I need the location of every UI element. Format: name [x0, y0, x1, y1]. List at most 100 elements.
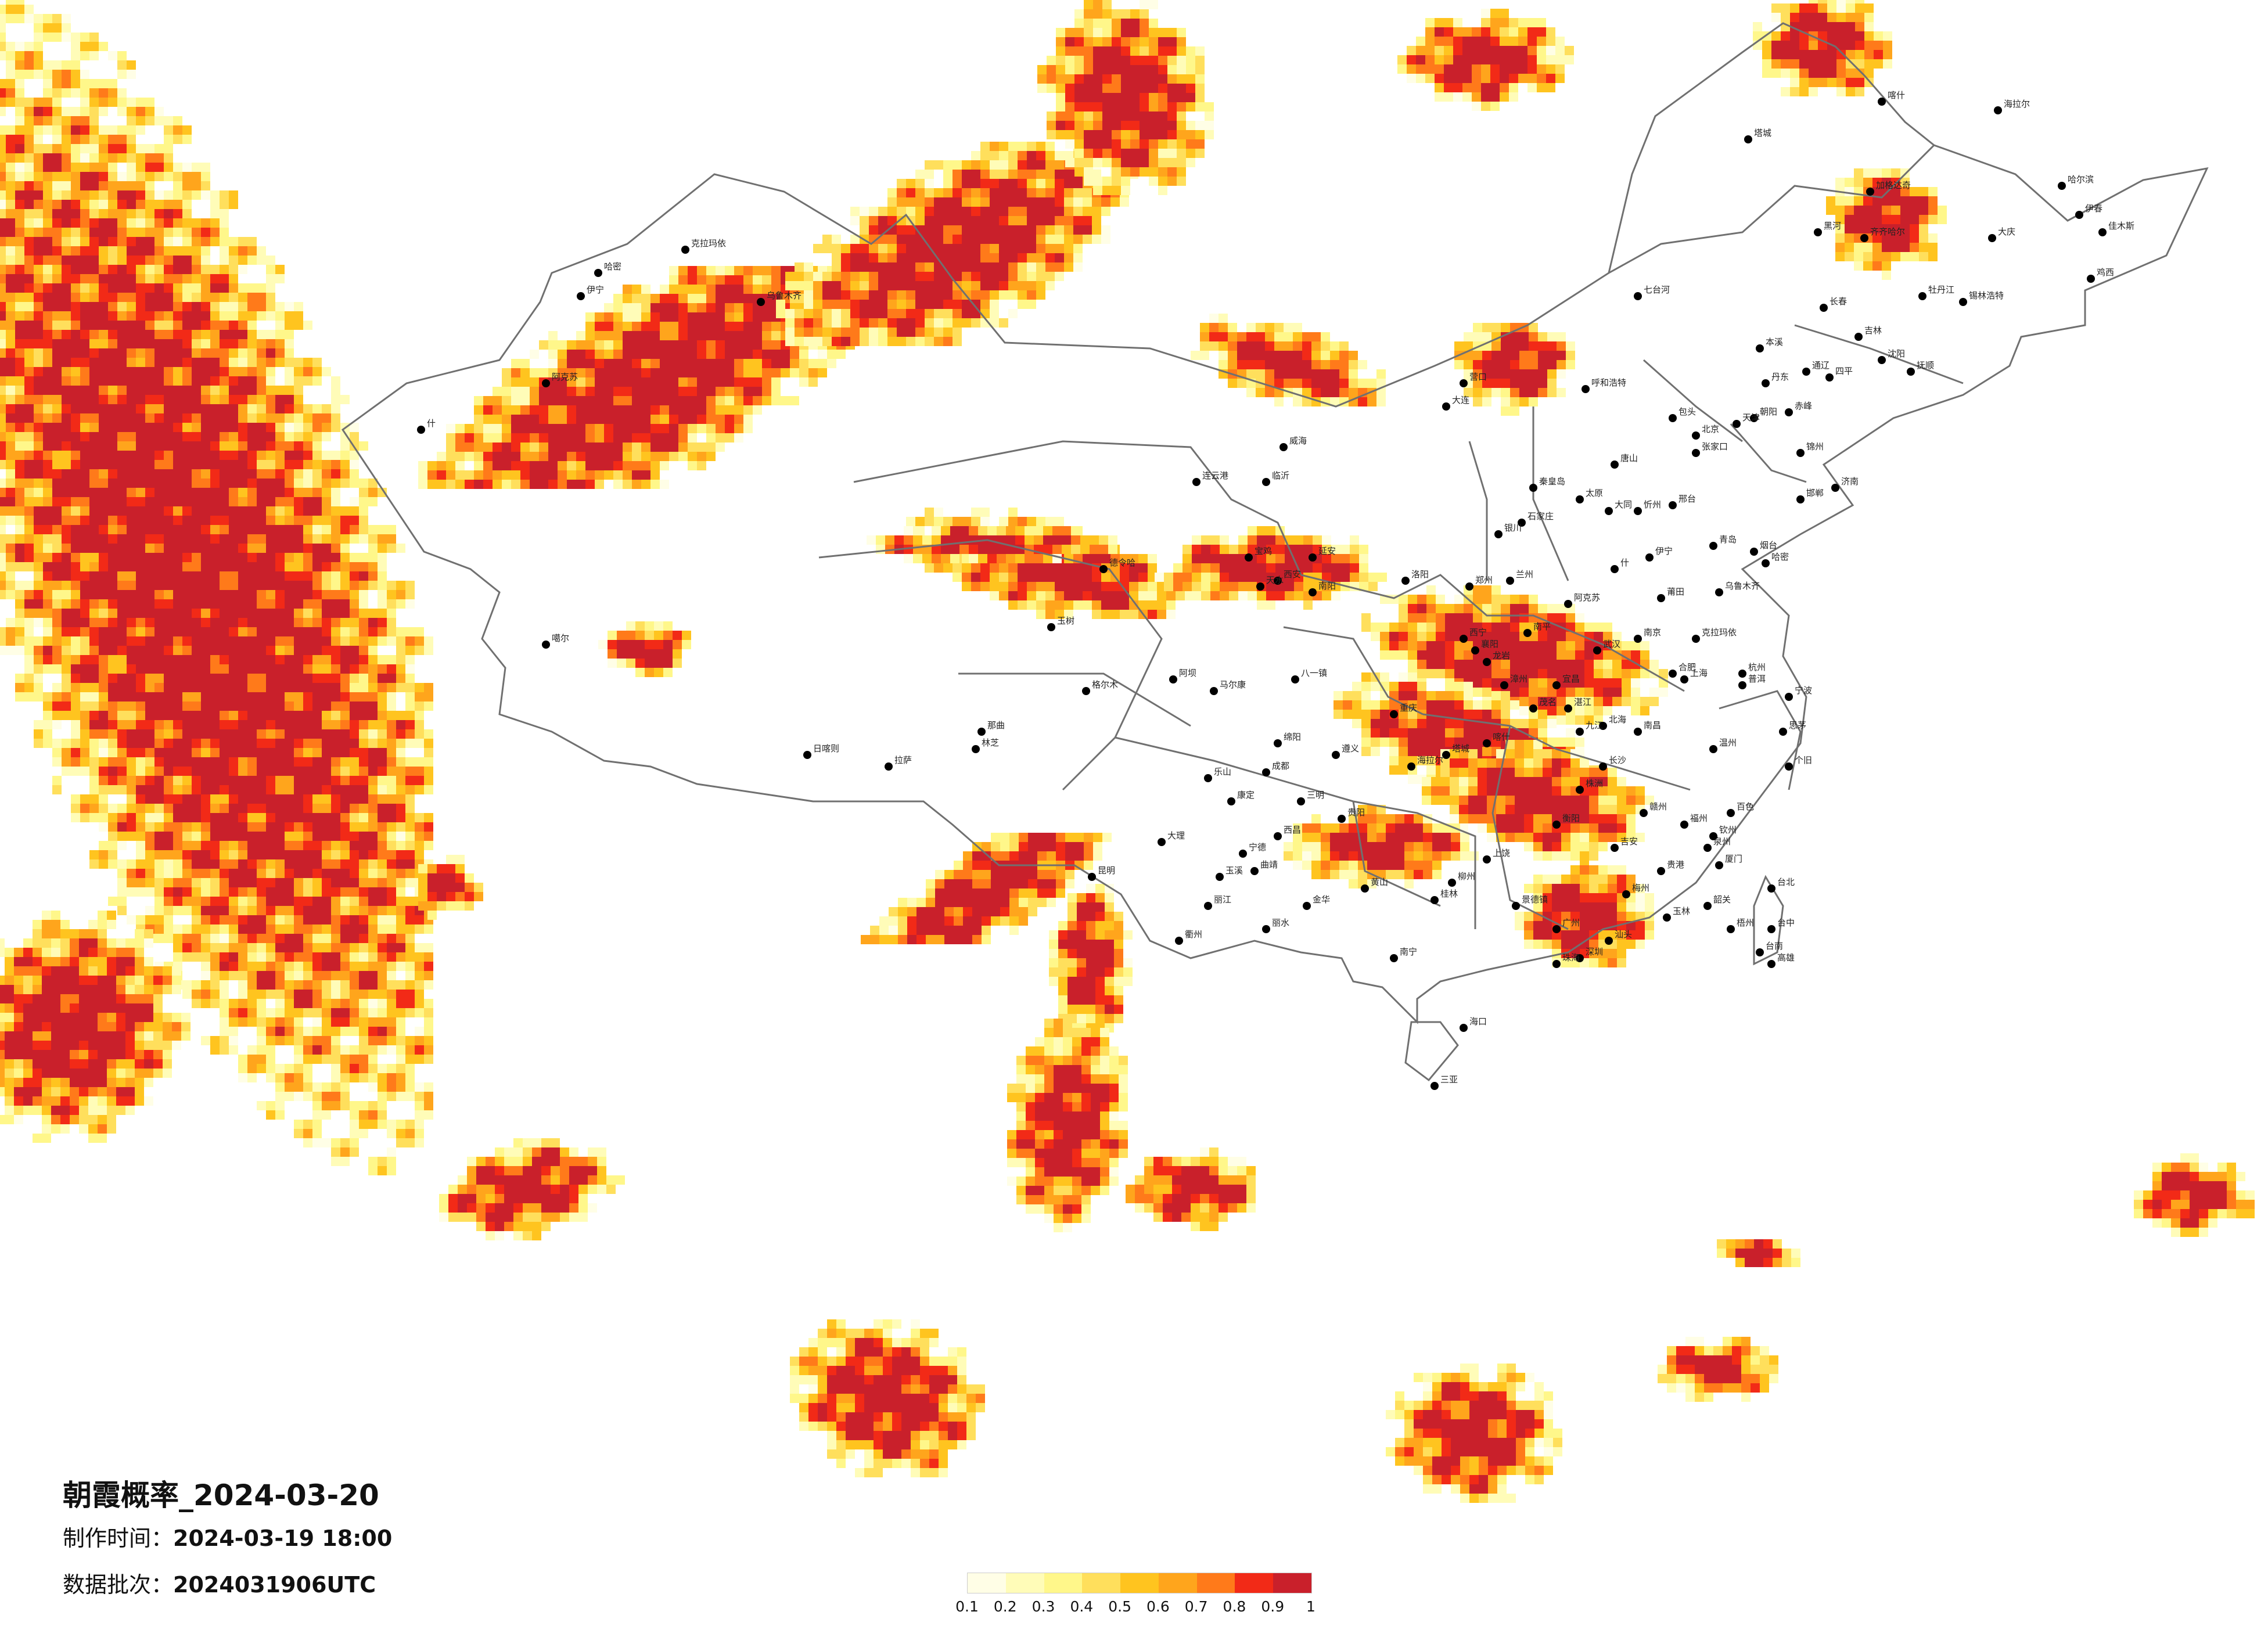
probability-cell — [378, 581, 387, 590]
probability-cell — [247, 311, 257, 321]
probability-cell — [201, 943, 210, 952]
probability-cell — [427, 883, 437, 892]
probability-cell — [368, 1017, 378, 1027]
probability-cell — [303, 646, 312, 655]
probability-cell — [182, 488, 192, 497]
probability-cell — [79, 1078, 88, 1087]
probability-cell — [266, 711, 275, 720]
probability-cell — [210, 999, 220, 1008]
probability-cell — [34, 516, 43, 525]
probability-cell — [89, 674, 99, 683]
probability-cell — [359, 516, 368, 525]
probability-cell — [14, 1059, 23, 1069]
probability-cell — [275, 711, 285, 720]
probability-cell — [80, 218, 89, 228]
probability-cell — [136, 571, 145, 581]
probability-cell — [0, 237, 6, 246]
probability-cell — [220, 386, 229, 395]
probability-cell — [71, 283, 80, 293]
probability-cell — [340, 460, 350, 469]
probability-cell — [350, 609, 359, 618]
probability-cell — [266, 674, 275, 683]
probability-cell — [350, 1027, 359, 1036]
probability-cell — [294, 376, 303, 386]
probability-cell — [495, 1166, 504, 1175]
probability-cell — [5, 1003, 14, 1013]
probability-cell — [99, 88, 108, 98]
probability-cell — [34, 367, 43, 376]
probability-cell — [678, 377, 688, 387]
probability-cell — [220, 599, 229, 609]
probability-cell — [247, 943, 257, 952]
probability-cell — [247, 702, 257, 711]
probability-cell — [359, 869, 368, 878]
probability-cell — [285, 674, 294, 683]
probability-cell — [294, 692, 303, 702]
probability-cell — [15, 163, 24, 172]
probability-cell — [192, 804, 201, 813]
probability-cell — [182, 497, 192, 506]
probability-cell — [396, 1138, 405, 1147]
probability-cell — [303, 943, 312, 952]
probability-cell — [405, 702, 415, 711]
probability-cell — [182, 460, 192, 469]
probability-cell — [145, 367, 154, 376]
probability-cell — [303, 785, 312, 794]
probability-cell — [79, 1115, 88, 1124]
probability-cell — [71, 256, 80, 265]
probability-cell — [424, 1082, 433, 1092]
probability-cell — [495, 1213, 504, 1222]
probability-cell — [15, 321, 24, 330]
probability-cell — [135, 948, 144, 957]
probability-cell — [771, 387, 781, 396]
probability-cell — [98, 920, 107, 929]
probability-cell — [415, 785, 424, 794]
probability-cell — [595, 359, 604, 368]
probability-cell — [266, 813, 275, 822]
probability-cell — [71, 190, 80, 200]
probability-cell — [192, 924, 201, 934]
probability-cell — [43, 330, 52, 339]
probability-cell — [173, 822, 182, 832]
probability-cell — [5, 1041, 14, 1050]
probability-cell — [220, 915, 229, 924]
probability-cell — [660, 405, 669, 415]
probability-cell — [24, 609, 34, 618]
probability-cell — [418, 892, 427, 901]
probability-cell — [43, 488, 52, 497]
probability-cell — [15, 534, 24, 544]
probability-cell — [172, 1022, 181, 1031]
probability-cell — [678, 350, 688, 359]
probability-cell — [14, 957, 23, 966]
probability-cell — [378, 1027, 387, 1036]
probability-cell — [275, 655, 285, 664]
probability-cell — [303, 609, 312, 618]
probability-cell — [247, 1045, 257, 1055]
probability-cell — [387, 692, 396, 702]
probability-cell — [88, 985, 98, 994]
probability-heat-layer — [0, 0, 2255, 1503]
probability-cell — [660, 350, 669, 359]
probability-cell — [192, 386, 201, 395]
probability-cell — [275, 590, 285, 599]
probability-cell — [405, 627, 415, 636]
probability-cell — [632, 368, 641, 377]
probability-cell — [62, 562, 71, 571]
probability-cell — [294, 441, 303, 451]
probability-cell — [632, 405, 641, 415]
probability-cell — [285, 1092, 294, 1101]
probability-cell — [331, 822, 340, 832]
probability-cell — [163, 1013, 172, 1022]
probability-cell — [322, 664, 331, 674]
probability-cell — [201, 525, 210, 534]
probability-cell — [24, 42, 34, 51]
probability-cell — [145, 246, 154, 256]
probability-cell — [387, 544, 396, 553]
probability-cell — [350, 1064, 359, 1073]
probability-cell — [201, 506, 210, 516]
probability-cell — [597, 1185, 606, 1194]
probability-cell — [89, 627, 99, 636]
probability-cell — [340, 1064, 350, 1073]
probability-cell — [99, 794, 108, 804]
probability-cell — [312, 571, 322, 581]
